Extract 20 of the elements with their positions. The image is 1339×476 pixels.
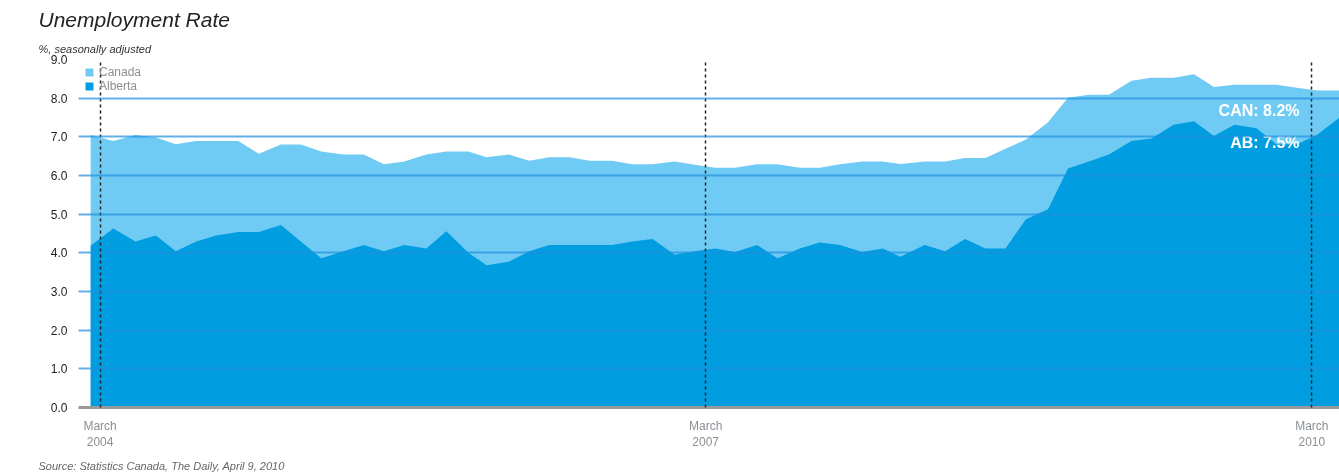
x-tick-label: March 2010 — [1295, 418, 1329, 450]
y-tick-label: 3.0 — [50, 285, 68, 299]
x-tick-label: March 2007 — [689, 418, 723, 450]
y-tick-label: 4.0 — [50, 246, 68, 261]
annotation: AB: 7.5% — [1230, 133, 1300, 151]
source-note: Source: Statistics Canada, The Daily, April 9, 2010 — [38, 459, 286, 472]
legend-label: Alberta — [99, 79, 138, 93]
y-tick-label: 7.0 — [50, 130, 68, 145]
y-tick-label: 1.0 — [50, 362, 68, 377]
y-tick-label: 2.0 — [50, 323, 68, 338]
x-tick-label: March 2004 — [83, 418, 117, 450]
chart-subtitle: %, seasonally adjusted — [38, 42, 152, 55]
annotation: CAN: 8.2% — [1218, 102, 1300, 120]
y-tick-label: 0.0 — [50, 401, 68, 415]
y-tick-label: 8.0 — [50, 91, 68, 106]
chart-title: Unemployment Rate — [38, 7, 230, 31]
legend-label: Canada — [99, 65, 142, 79]
y-tick-label: 6.0 — [50, 169, 68, 183]
y-tick-label: 5.0 — [50, 207, 68, 222]
y-tick-label: 9.0 — [50, 53, 68, 67]
